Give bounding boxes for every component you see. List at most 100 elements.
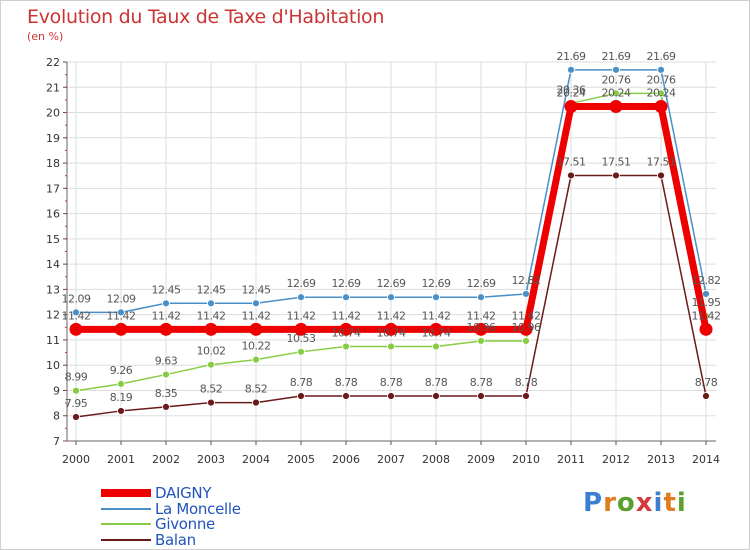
- data-point: [612, 65, 620, 74]
- data-point: [474, 322, 488, 336]
- data-point: [294, 322, 308, 336]
- data-point: [522, 392, 530, 400]
- data-point: [657, 65, 665, 74]
- data-point: [342, 342, 350, 351]
- data-label: 8.78: [290, 376, 313, 389]
- legend-label: Givonne: [155, 515, 215, 533]
- data-label: 20.24: [602, 86, 631, 99]
- data-label: 9.63: [155, 355, 178, 368]
- data-label: 10.74: [332, 327, 361, 340]
- y-tick-label: 15: [46, 233, 60, 246]
- legend-label: La Moncelle: [155, 499, 241, 518]
- data-point: [657, 171, 665, 180]
- data-label: 12.69: [332, 277, 361, 290]
- data-label: 11.42: [422, 309, 451, 322]
- x-tick-label: 2006: [332, 453, 360, 466]
- data-label: 21.69: [647, 50, 676, 63]
- y-tick-label: 12: [46, 309, 60, 322]
- y-tick-label: 16: [46, 208, 60, 221]
- x-tick-label: 2002: [152, 453, 180, 466]
- logo-letter: r: [603, 488, 617, 518]
- data-label: 12.82: [692, 274, 721, 287]
- data-label: 8.78: [425, 376, 448, 389]
- data-label: 11.42: [512, 309, 541, 322]
- x-tick-label: 2000: [62, 453, 90, 466]
- data-point: [117, 407, 125, 415]
- x-tick-label: 2007: [377, 453, 405, 466]
- data-label: 10.02: [197, 345, 226, 358]
- data-label: 10.74: [422, 327, 451, 340]
- data-label: 8.78: [335, 376, 358, 389]
- data-label: 12.09: [62, 292, 91, 305]
- data-label: 8.52: [245, 383, 268, 396]
- data-label: 10.96: [512, 321, 541, 334]
- data-point: [567, 65, 575, 74]
- y-tick-label: 9: [53, 384, 60, 397]
- legend-swatch: [101, 507, 151, 510]
- data-point: [297, 392, 305, 400]
- data-label: 8.78: [470, 376, 493, 389]
- x-tick-label: 2009: [467, 453, 495, 466]
- data-label: 8.19: [110, 391, 133, 404]
- data-point: [159, 322, 173, 336]
- logo-letter: P: [583, 488, 604, 518]
- data-point: [72, 308, 80, 317]
- logo-letter: o: [616, 488, 636, 518]
- data-label: 12.45: [242, 283, 271, 296]
- y-tick-label: 11: [46, 334, 60, 347]
- data-label: 10.74: [377, 327, 406, 340]
- y-tick-label: 22: [46, 56, 60, 69]
- data-point: [702, 290, 710, 298]
- data-point: [297, 347, 305, 356]
- data-point: [117, 379, 125, 388]
- data-point: [609, 99, 623, 113]
- data-point: [117, 308, 125, 317]
- data-point: [342, 392, 350, 400]
- x-tick-label: 2013: [647, 453, 675, 466]
- data-point: [69, 322, 83, 336]
- data-label: 8.35: [155, 387, 178, 400]
- data-label: 21.69: [602, 50, 631, 63]
- data-label: 12.69: [467, 277, 496, 290]
- y-tick-label: 17: [46, 182, 60, 195]
- data-label: 20.76: [647, 73, 676, 86]
- data-label: 11.42: [197, 309, 226, 322]
- data-point: [429, 322, 443, 336]
- data-point: [249, 322, 263, 336]
- legend-swatch: [101, 538, 151, 541]
- data-label: 10.22: [242, 340, 271, 353]
- data-label: 17.51: [647, 155, 676, 168]
- logo-letter: t: [663, 488, 677, 518]
- data-label: 8.99: [65, 371, 88, 384]
- data-point: [564, 99, 578, 113]
- data-label: 12.69: [377, 277, 406, 290]
- y-tick-label: 18: [46, 157, 60, 170]
- unit-label: (en %): [27, 30, 64, 43]
- data-label: 17.51: [557, 155, 586, 168]
- data-point: [207, 398, 215, 407]
- data-label: 12.09: [107, 292, 136, 305]
- data-label: 8.78: [695, 376, 718, 389]
- x-tick-label: 2008: [422, 453, 450, 466]
- data-point: [252, 398, 260, 407]
- proxiti-logo: Proxiti: [583, 488, 687, 518]
- data-point: [342, 293, 350, 302]
- data-label: 12.82: [512, 274, 541, 287]
- x-tick-label: 2014: [692, 453, 720, 466]
- data-point: [567, 171, 575, 180]
- data-point: [114, 322, 128, 336]
- data-label: 8.52: [200, 383, 223, 396]
- data-point: [204, 322, 218, 336]
- y-tick-label: 13: [46, 283, 60, 296]
- data-label: 17.51: [602, 155, 631, 168]
- data-point: [519, 322, 533, 336]
- data-point: [477, 293, 485, 302]
- data-label: 7.95: [65, 397, 88, 410]
- x-tick-label: 2001: [107, 453, 135, 466]
- data-point: [252, 299, 260, 308]
- data-label: 10.53: [287, 332, 316, 345]
- legend-label: DAIGNY: [155, 484, 212, 502]
- data-point: [72, 386, 80, 395]
- data-label: 11.42: [377, 309, 406, 322]
- data-label: 20.24: [557, 86, 586, 99]
